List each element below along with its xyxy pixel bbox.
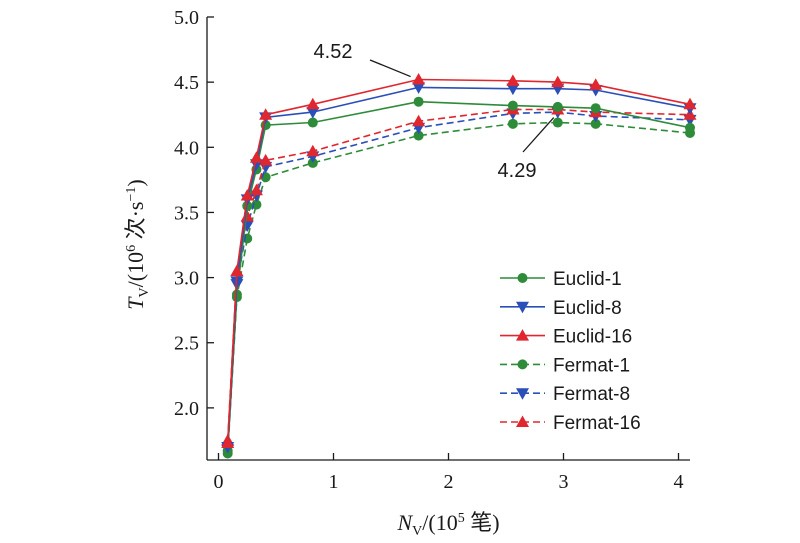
series-fermat-1 xyxy=(222,117,695,459)
legend-item: Fermat-1 xyxy=(500,355,630,376)
data-point xyxy=(552,117,563,128)
x-axis-title-var: N xyxy=(396,510,413,535)
data-point xyxy=(506,74,520,86)
legend-label: Euclid-16 xyxy=(553,327,632,348)
data-point xyxy=(507,118,518,129)
legend-label: Euclid-1 xyxy=(553,269,622,290)
legend-marker xyxy=(516,329,529,341)
data-point xyxy=(590,103,601,114)
data-point xyxy=(306,97,320,110)
data-point xyxy=(685,122,695,133)
y-tick-label: 4.0 xyxy=(174,137,199,159)
y-tick-label: 2.5 xyxy=(174,333,199,355)
data-point xyxy=(413,96,424,107)
data-point xyxy=(307,157,318,168)
x-axis-title-sup: 5 xyxy=(458,511,465,526)
y-axis-title-sup: 6 xyxy=(124,245,139,252)
legend-item: Euclid-16 xyxy=(500,327,632,348)
data-point xyxy=(412,114,426,127)
data-point xyxy=(240,189,254,201)
y-axis-title-sub: V xyxy=(137,287,152,297)
annotation-label: 4.29 xyxy=(498,160,537,182)
x-axis-title-suffix: 笔) xyxy=(465,510,500,535)
legend: Euclid-1 Euclid-8 Euclid-16 Fermat-1 Fermat-… xyxy=(500,269,641,434)
data-point xyxy=(683,97,697,110)
x-axis-title-sub: V xyxy=(412,524,422,539)
data-point xyxy=(506,83,520,96)
y-axis-title-group: TV/(106 次·s−1) xyxy=(123,179,152,309)
data-point xyxy=(413,130,424,141)
legend-item: Euclid-1 xyxy=(500,269,622,290)
x-tick-label: 4 xyxy=(674,471,684,493)
data-point xyxy=(412,82,426,94)
data-point xyxy=(306,107,320,119)
data-point xyxy=(221,436,235,449)
legend-item: Euclid-8 xyxy=(500,298,622,319)
legend-label: Euclid-8 xyxy=(553,298,622,319)
y-tick-label: 5.0 xyxy=(174,7,199,29)
legend-item: Fermat-8 xyxy=(500,384,630,405)
legend-item: Fermat-16 xyxy=(500,413,641,434)
annotation-leader xyxy=(522,117,555,153)
x-tick-label: 0 xyxy=(214,471,224,493)
data-point xyxy=(230,264,244,277)
data-point xyxy=(590,118,601,129)
x-tick-label: 2 xyxy=(444,471,454,493)
x-tick-label: 3 xyxy=(559,471,569,493)
legend-label: Fermat-1 xyxy=(553,355,630,376)
y-tick-label: 3.0 xyxy=(174,268,199,290)
legend-marker xyxy=(516,301,529,314)
annotation-label: 4.52 xyxy=(314,41,353,63)
data-point xyxy=(412,73,426,85)
legend-marker xyxy=(516,415,529,427)
legend-label: Fermat-16 xyxy=(553,413,641,434)
x-axis-title: NV/(105 笔) xyxy=(396,510,499,539)
y-tick-label: 2.0 xyxy=(174,398,199,420)
legend-marker xyxy=(516,388,529,400)
data-point xyxy=(307,117,318,128)
y-axis-title: TV/(106 次·s−1) xyxy=(123,179,152,309)
x-tick-label: 1 xyxy=(329,471,339,493)
y-tick-label: 3.5 xyxy=(174,202,199,224)
data-point xyxy=(249,151,263,163)
x-axis-title-prefix: /(10 xyxy=(422,510,457,535)
legend-label: Fermat-8 xyxy=(553,384,630,405)
annotation-leader xyxy=(369,59,411,78)
data-point xyxy=(306,144,320,157)
data-point xyxy=(552,101,563,112)
y-axis-title-sup2: −1 xyxy=(124,187,139,202)
legend-marker xyxy=(517,273,528,283)
y-axis-title-end: ) xyxy=(123,179,148,186)
y-axis-title-prefix: /(10 xyxy=(123,252,148,287)
data-point xyxy=(259,108,273,120)
y-tick-label: 4.5 xyxy=(174,72,199,94)
data-point xyxy=(589,78,603,90)
data-point xyxy=(507,100,518,111)
data-point xyxy=(251,199,262,210)
series-euclid-16 xyxy=(221,73,697,449)
y-axis-title-var: T xyxy=(123,296,148,310)
legend-marker xyxy=(517,359,528,370)
data-point xyxy=(249,183,263,196)
data-point xyxy=(551,75,565,88)
y-axis-title-suffix: 次·s xyxy=(123,202,148,245)
